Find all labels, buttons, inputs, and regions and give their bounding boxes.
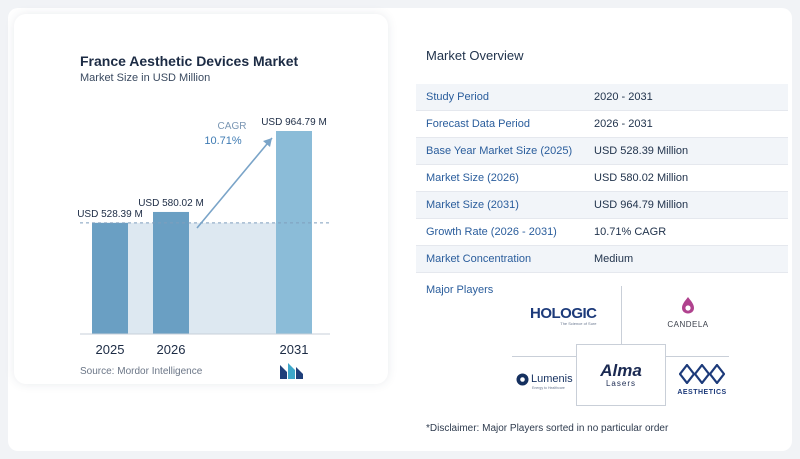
lumenis-circle-icon xyxy=(516,373,529,386)
overview-label: Forecast Data Period xyxy=(426,118,530,130)
overview-row: Forecast Data Period 2026 - 2031 xyxy=(416,111,788,138)
aesthetics-diamond-icon xyxy=(678,363,726,385)
bar-2031 xyxy=(276,131,312,334)
overview-value: 2020 - 2031 xyxy=(594,91,653,103)
data-label: USD 580.02 M xyxy=(138,198,204,209)
cagr-arrow-line xyxy=(196,137,273,229)
source-note: Source: Mordor Intelligence xyxy=(80,366,203,377)
overview-row: Growth Rate (2026 - 2031) 10.71% CAGR xyxy=(416,219,788,246)
grid-divider xyxy=(576,344,577,406)
bar-2025 xyxy=(92,222,128,334)
overview-row: Market Concentration Medium xyxy=(416,246,788,273)
chart-subtitle: Market Size in USD Million xyxy=(80,72,211,84)
hologic-tagline: The Science of Sure xyxy=(560,321,597,326)
overview-label: Market Size (2026) xyxy=(426,172,519,184)
overview-value: 2026 - 2031 xyxy=(594,118,653,130)
market-overview-title: Market Overview xyxy=(426,48,524,63)
overview-value: Medium xyxy=(594,253,634,265)
grid-divider xyxy=(621,286,622,344)
alma-wordmark: Alma xyxy=(600,361,642,380)
disclaimer-note: *Disclaimer: Major Players sorted in no … xyxy=(426,423,669,434)
baseline-shade xyxy=(128,222,276,334)
overview-label: Study Period xyxy=(426,91,489,103)
overview-row: Market Size (2026) USD 580.02 Million xyxy=(416,165,788,192)
chart-title: France Aesthetic Devices Market xyxy=(80,53,299,69)
overview-value: 10.71% CAGR xyxy=(594,226,667,238)
overview-value: USD 964.79 Million xyxy=(594,199,689,211)
cagr-value: 10.71% xyxy=(204,135,242,147)
x-tick-label: 2031 xyxy=(280,342,309,357)
grid-divider xyxy=(512,356,576,357)
cagr-label: CAGR xyxy=(218,121,247,132)
aesthetics-wordmark: AESTHETICS xyxy=(677,389,727,396)
grid-divider xyxy=(665,356,729,357)
x-tick-label: 2025 xyxy=(96,342,125,357)
overview-label: Base Year Market Size (2025) xyxy=(426,145,573,157)
overview-value: USD 528.39 Million xyxy=(594,145,689,157)
market-overview-table: Study Period 2020 - 2031 Forecast Data P… xyxy=(416,84,788,273)
bar-2026 xyxy=(153,211,189,334)
grid-divider xyxy=(576,405,666,406)
alma-subtext: Lasers xyxy=(605,379,636,388)
lumenis-wordmark: Lumenis xyxy=(531,373,573,385)
overview-label: Market Concentration xyxy=(426,253,532,265)
mordor-intelligence-logo-icon xyxy=(280,363,303,379)
overview-value: USD 580.02 Million xyxy=(594,172,689,184)
data-label: USD 528.39 M xyxy=(77,209,143,220)
x-tick-label: 2026 xyxy=(157,342,186,357)
overview-row: Market Size (2031) USD 964.79 Million xyxy=(416,192,788,219)
hologic-wordmark: HOLOGIC xyxy=(530,305,597,322)
overview-row: Base Year Market Size (2025) USD 528.39 … xyxy=(416,138,788,165)
alma-lasers-logo: Alma Lasers xyxy=(588,362,654,389)
lumenis-tagline: Energy to Healthcare xyxy=(532,386,565,390)
grid-divider xyxy=(576,344,666,345)
candela-wordmark: CANDELA xyxy=(667,320,709,329)
candela-logo: CANDELA xyxy=(666,296,710,329)
cagr-arrowhead-icon xyxy=(263,138,272,147)
candela-flame-icon xyxy=(682,297,694,314)
data-label: USD 964.79 M xyxy=(261,117,327,128)
overview-label: Growth Rate (2026 - 2031) xyxy=(426,226,557,238)
overview-label: Market Size (2031) xyxy=(426,199,519,211)
overview-row: Study Period 2020 - 2031 xyxy=(416,84,788,111)
major-players-title: Major Players xyxy=(426,284,494,296)
grid-divider xyxy=(665,344,666,406)
hologic-logo: HOLOGIC The Science of Sure xyxy=(530,306,597,326)
aesthetics-logo: AESTHETICS xyxy=(674,363,730,396)
